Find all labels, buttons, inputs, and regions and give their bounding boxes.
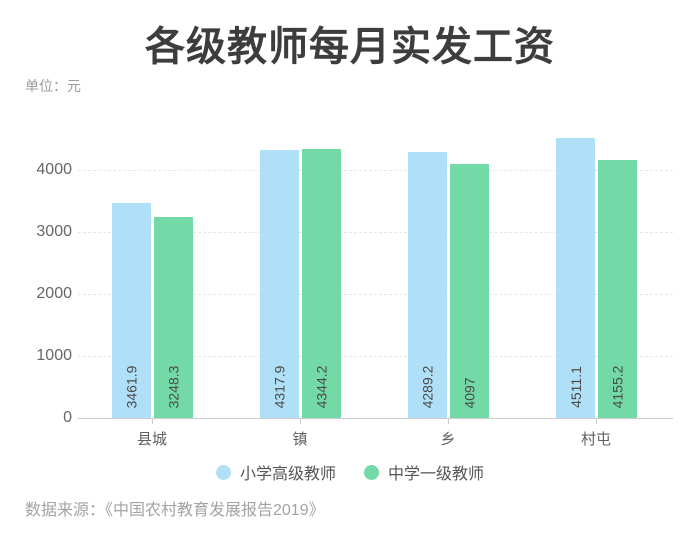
gridline-3000 [78,232,673,233]
y-axis-label: 2000 [36,285,72,302]
plot-area: 0 1000 2000 3000 4000 3461.9 3248.3 县城 4317.9 434… [0,130,700,450]
y-axis-label: 3000 [36,223,72,240]
x-axis-tick [152,418,153,424]
bar-value-label: 4317.9 [271,365,288,408]
bar-乡-小学高级教师[interactable] [408,152,447,418]
legend: 小学高级教师 中学一级教师 [0,460,700,484]
legend-item-小学高级教师[interactable]: 小学高级教师 [215,460,336,484]
y-axis-label: 0 [63,409,72,426]
gridline-4000 [78,170,673,171]
x-axis-tick [596,418,597,424]
bar-村屯-中学一级教师[interactable] [598,160,637,418]
chart-title: 各级教师每月实发工资 [145,25,555,69]
bar-value-label: 4155.2 [609,365,626,408]
source-note: 数据来源：《中国农村教育发展报告2019》 [25,502,325,519]
legend-dot-icon [215,464,231,480]
x-axis-label-县城: 县城 [136,431,167,448]
y-axis-label: 4000 [36,161,72,178]
bar-乡-中学一级教师[interactable] [450,163,489,418]
bar-镇-小学高级教师[interactable] [260,150,299,418]
legend-item-中学一级教师[interactable]: 中学一级教师 [364,460,484,484]
unit-label: 单位：元 [25,78,81,94]
bar-value-label: 4289.2 [419,365,436,408]
x-axis-tick [300,418,301,424]
bar-value-label: 4344.2 [313,365,330,408]
bar-镇-中学一级教师[interactable] [302,148,341,418]
legend-label: 中学一级教师 [388,466,485,483]
gridline-2000 [78,294,673,295]
legend-label: 小学高级教师 [239,466,336,483]
bar-value-label: 4097 [461,376,478,409]
y-axis-label: 1000 [36,347,72,364]
x-axis-label-乡: 乡 [440,431,456,448]
bar-村屯-小学高级教师[interactable] [556,138,595,418]
bar-value-label: 3248.3 [165,365,182,408]
x-axis-line [78,418,673,419]
x-axis-label-镇: 镇 [292,431,308,448]
legend-dot-icon [364,464,379,480]
bar-县城-小学高级教师[interactable] [112,203,151,418]
x-axis-label-村屯: 村屯 [580,431,611,448]
x-axis-tick [448,418,449,424]
bar-value-label: 3461.9 [123,365,140,408]
bar-县城-中学一级教师[interactable] [154,216,193,418]
gridline-1000 [78,356,673,357]
bar-value-label: 4511.1 [567,366,584,408]
